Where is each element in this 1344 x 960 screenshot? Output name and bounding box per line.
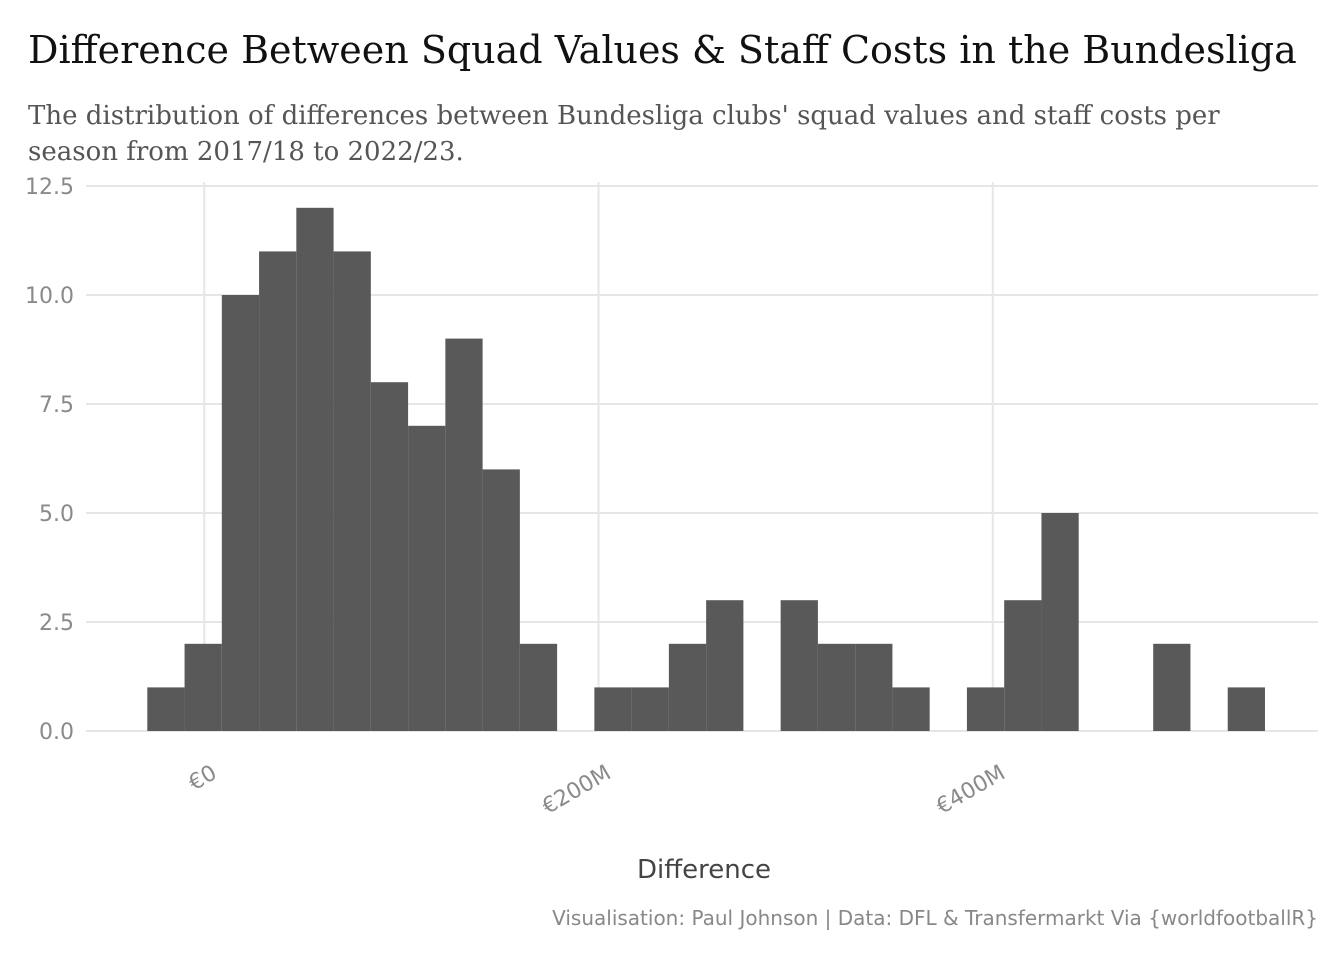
histogram-bar xyxy=(482,469,520,731)
histogram-bar xyxy=(147,687,185,731)
histogram-bar xyxy=(408,425,446,731)
histogram-bar xyxy=(1004,600,1042,731)
y-tick-label: 2.5 xyxy=(39,611,74,636)
y-tick-label: 5.0 xyxy=(39,502,74,527)
chart-caption: Visualisation: Paul Johnson | Data: DFL … xyxy=(552,906,1318,930)
histogram-bar xyxy=(1041,513,1079,731)
histogram-bar xyxy=(333,251,371,731)
histogram-bar xyxy=(594,687,632,731)
histogram-bar xyxy=(706,600,744,731)
histogram-bars xyxy=(147,207,1265,732)
histogram-bar xyxy=(519,643,558,731)
histogram-bar xyxy=(817,643,856,731)
chart-subtitle: The distribution of differences between … xyxy=(28,101,1220,167)
chart-title: Difference Between Squad Values & Staff … xyxy=(28,28,1297,72)
histogram-bar xyxy=(1227,687,1265,731)
histogram-bar xyxy=(184,643,222,731)
x-axis-label: Difference xyxy=(637,855,771,885)
histogram-bar xyxy=(259,251,297,731)
x-tick-label: €200M xyxy=(538,761,615,820)
histogram-bar xyxy=(631,687,669,731)
histogram-bar xyxy=(966,687,1005,731)
x-tick-label: €0 xyxy=(185,761,222,797)
y-tick-label: 0.0 xyxy=(39,720,74,745)
histogram-bar xyxy=(892,687,930,731)
histogram-bar xyxy=(1153,643,1191,731)
x-axis-ticks: €0 €200M €400M xyxy=(185,761,1010,820)
x-tick-label: €400M xyxy=(932,761,1009,820)
y-tick-label: 7.5 xyxy=(39,393,74,418)
y-tick-label: 12.5 xyxy=(25,175,74,200)
y-tick-label: 10.0 xyxy=(25,284,74,309)
histogram-bar xyxy=(780,600,818,731)
histogram-bar xyxy=(668,643,707,731)
histogram-bar xyxy=(221,295,260,731)
histogram-bar xyxy=(370,382,409,731)
histogram-bar xyxy=(445,338,483,731)
histogram-bar xyxy=(296,207,334,732)
histogram-bar xyxy=(855,643,893,731)
y-axis-ticks: 0.0 2.5 5.0 7.5 10.0 12.5 xyxy=(25,175,74,745)
